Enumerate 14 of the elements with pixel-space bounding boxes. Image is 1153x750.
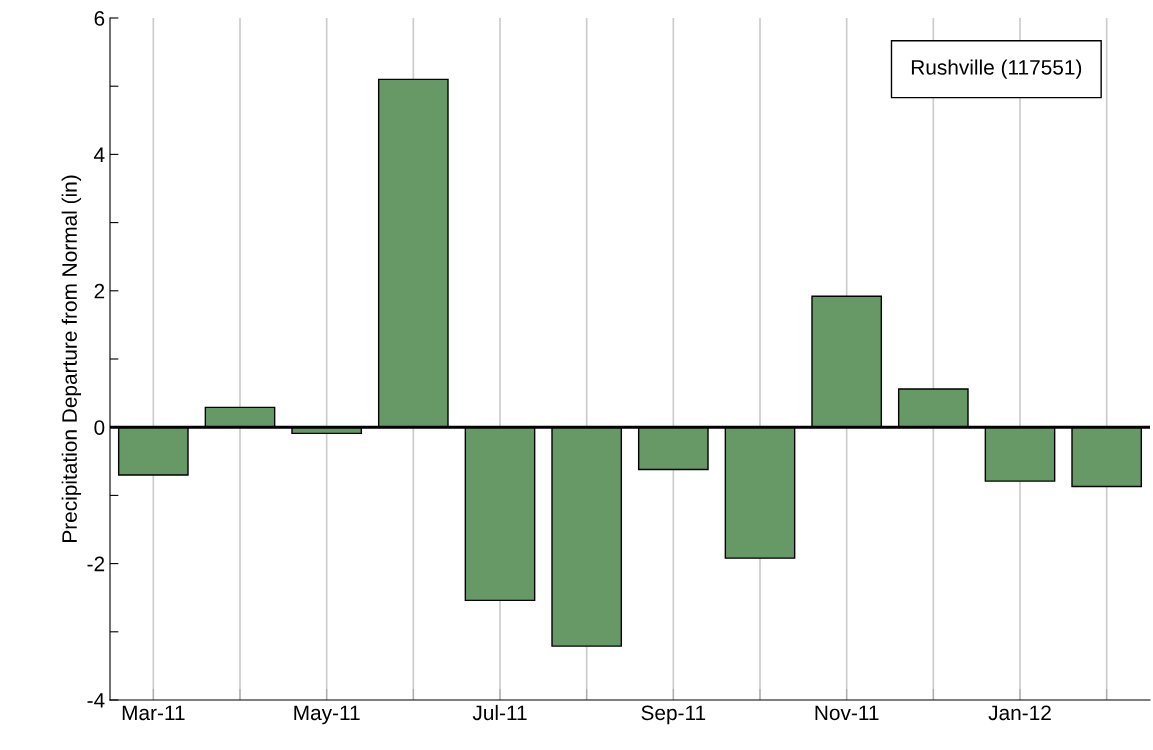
y-axis-title: Precipitation Departure from Normal (in) (61, 175, 82, 542)
x-tick-label: Jan-12 (988, 705, 1051, 721)
x-tick-label: Nov-11 (815, 705, 879, 721)
y-tick-label: 0 (94, 420, 105, 435)
x-tick-label: Mar-11 (122, 705, 185, 721)
y-tick-label: 2 (94, 283, 105, 299)
x-tick-label: May-11 (294, 705, 360, 725)
x-tick-label: Jul-11 (472, 704, 527, 721)
x-tick-label: Sep-11 (641, 705, 706, 725)
y-tick-label: 6 (94, 11, 105, 26)
y-tick-label: -2 (87, 556, 105, 572)
y-tick-label: 4 (94, 147, 105, 162)
annotation: Rushville (117551) (911, 59, 1082, 79)
y-tick-label: -4 (87, 693, 105, 708)
